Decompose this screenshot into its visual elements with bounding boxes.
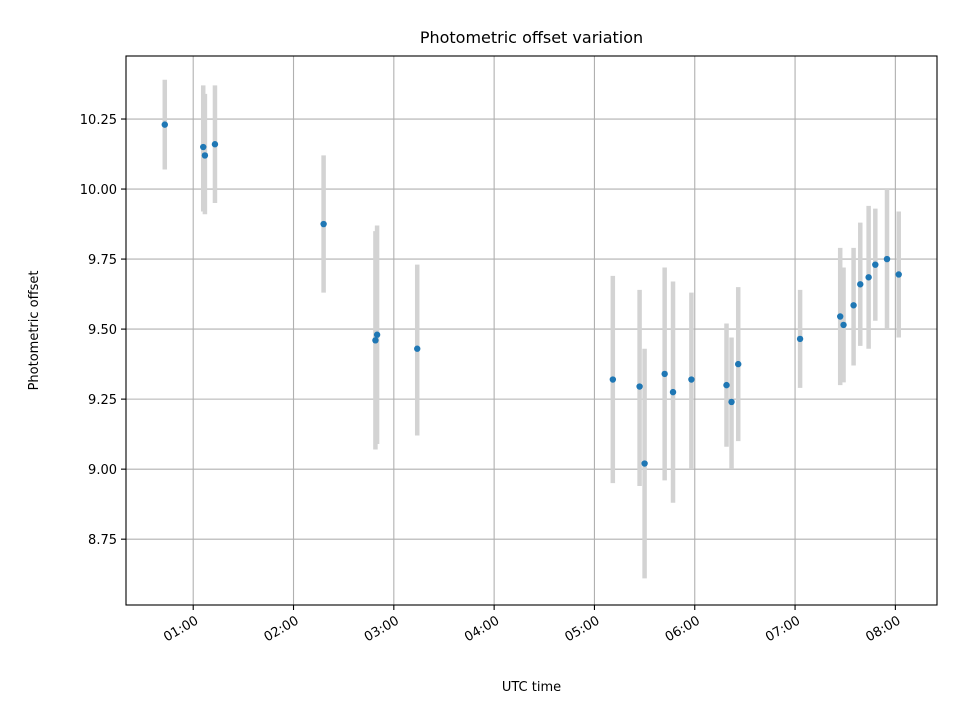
data-point: [872, 261, 879, 268]
data-point: [735, 360, 742, 368]
y-axis-ticks: 8.75 9.00 9.25 9.50 9.75 10.00 10.25: [80, 113, 126, 548]
y-tick-label: 9.25: [88, 393, 117, 408]
x-tick-label: 01:00: [161, 613, 201, 645]
x-tick-label: 06:00: [663, 613, 703, 645]
x-tick-label: 07:00: [763, 613, 803, 645]
y-tick-label: 10.25: [80, 113, 117, 128]
data-point: [723, 381, 730, 389]
plot-frame: [125, 55, 938, 606]
data-point: [688, 376, 695, 383]
y-tick-label: 10.00: [80, 183, 117, 198]
data-point: [865, 274, 872, 281]
x-tick-label: 05:00: [562, 613, 602, 645]
data-point: [850, 302, 857, 309]
data-point: [211, 141, 219, 148]
y-tick-label: 8.75: [88, 533, 117, 548]
x-axis-label: UTC time: [502, 680, 561, 695]
data-point: [414, 345, 421, 352]
x-tick-label: 08:00: [863, 613, 903, 645]
data-point: [373, 331, 381, 338]
x-tick-label: 02:00: [262, 613, 302, 645]
data-point: [200, 143, 207, 151]
data-point: [837, 313, 844, 320]
data-point: [609, 376, 617, 383]
data-point: [201, 152, 209, 159]
data-point: [883, 255, 891, 263]
data-point: [840, 321, 847, 329]
data-point: [669, 388, 677, 396]
data-points: [161, 121, 902, 467]
data-point: [161, 121, 168, 128]
x-tick-label: 03:00: [362, 613, 402, 645]
grid-lines: [126, 56, 937, 605]
data-point: [661, 370, 668, 378]
y-axis-label: Photometric offset: [27, 271, 42, 391]
y-tick-label: 9.50: [88, 323, 117, 338]
chart-title: Photometric offset variation: [420, 28, 643, 47]
x-tick-label: 04:00: [462, 613, 502, 645]
y-tick-label: 9.00: [88, 463, 117, 478]
data-point: [372, 337, 379, 344]
data-point: [796, 335, 804, 343]
y-tick-label: 9.75: [88, 253, 117, 268]
x-axis-ticks: 01:00 02:00 03:00 04:00 05:00 06:00 07:00 08:00: [161, 605, 903, 645]
data-point: [895, 271, 902, 278]
data-point: [636, 383, 643, 390]
data-point: [728, 398, 735, 406]
data-point: [857, 281, 864, 288]
data-point: [320, 220, 327, 228]
data-point: [641, 460, 648, 467]
